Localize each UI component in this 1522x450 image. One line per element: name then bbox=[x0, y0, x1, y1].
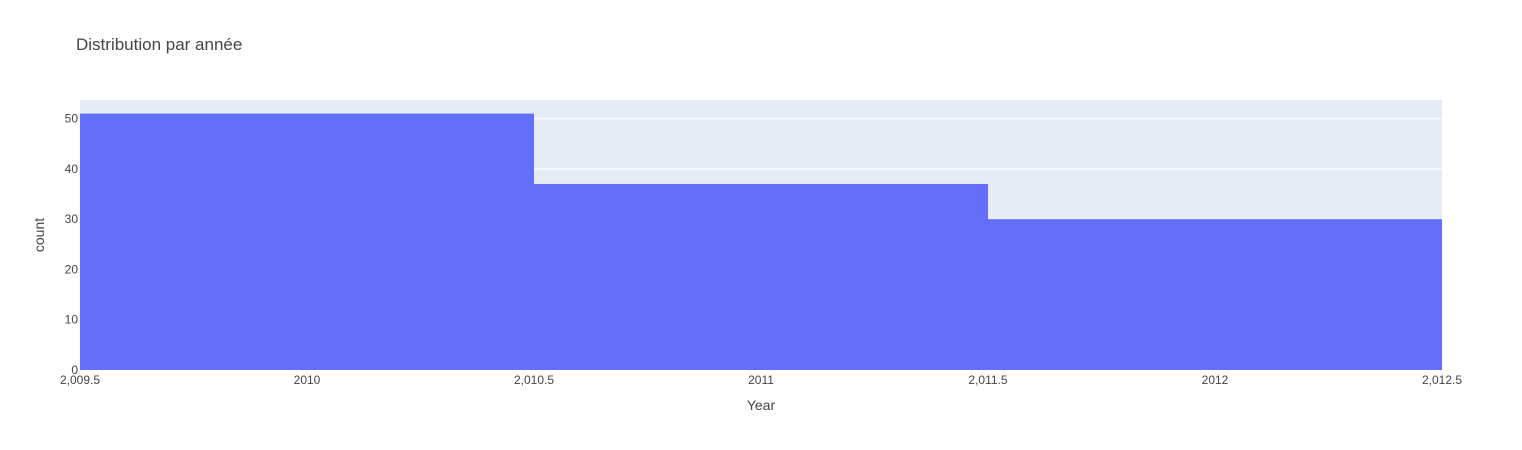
x-tick-label: 2,009.5 bbox=[60, 373, 100, 387]
x-axis-title: Year bbox=[747, 397, 776, 413]
y-tick-label: 40 bbox=[65, 162, 79, 176]
y-tick-label: 20 bbox=[65, 262, 79, 276]
x-axis-ticks: 2,009.5 2010 2,010.5 2011 2,011.5 2012 2,012.5 bbox=[60, 373, 1462, 387]
x-tick-label: 2012 bbox=[1202, 373, 1229, 387]
y-axis-ticks: 0 10 20 30 40 50 bbox=[65, 112, 79, 377]
y-axis-title: count bbox=[31, 218, 47, 252]
y-tick-label: 10 bbox=[65, 313, 79, 327]
y-tick-label: 50 bbox=[65, 112, 79, 126]
bars bbox=[80, 113, 1442, 371]
chart-title: Distribution par année bbox=[76, 35, 242, 54]
x-tick-label: 2,010.5 bbox=[514, 373, 554, 387]
x-tick-label: 2011 bbox=[748, 373, 774, 387]
x-tick-label: 2,011.5 bbox=[968, 373, 1007, 387]
x-tick-label: 2010 bbox=[294, 373, 321, 387]
x-tick-label: 2,012.5 bbox=[1422, 373, 1462, 387]
histogram-bar bbox=[80, 113, 534, 371]
y-tick-label: 30 bbox=[65, 212, 79, 226]
histogram-bar bbox=[534, 183, 988, 370]
y-tick-label: 0 bbox=[71, 363, 78, 377]
histogram-bar bbox=[988, 219, 1442, 370]
